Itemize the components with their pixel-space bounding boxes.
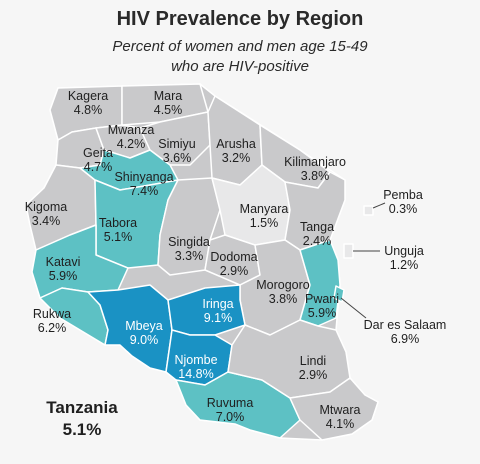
label-kigoma: Kigoma 3.4%: [24, 200, 68, 228]
label-manyara: Manyara 1.5%: [239, 202, 289, 230]
label-mtwara: Mtwara 4.1%: [319, 403, 361, 431]
region-mtwara: [289, 377, 379, 441]
national-value: 5.1%: [62, 420, 102, 439]
label-tabora: Tabora 5.1%: [98, 216, 138, 244]
label-pemba: Pemba 0.3%: [383, 188, 423, 216]
label-lindi: Lindi 2.9%: [298, 354, 328, 382]
label-pwani: Pwani 5.9%: [304, 292, 340, 320]
label-mara: Mara 4.5%: [153, 89, 183, 117]
map-title: HIV Prevalence by Region: [116, 8, 364, 30]
label-iringa: Iringa 9.1%: [202, 297, 234, 325]
label-njombe: Njombe 14.8%: [174, 353, 218, 381]
label-geita: Geita 4.7%: [83, 146, 113, 174]
label-tanga: Tanga 2.4%: [299, 220, 335, 248]
region-pwani: [299, 239, 341, 327]
label-simiyu: Simiyu 3.6%: [158, 137, 196, 165]
label-kilimanjaro: Kilimanjaro 3.8%: [284, 155, 346, 183]
label-rukwa: Rukwa 6.2%: [32, 307, 72, 335]
label-morogoro: Morogoro 3.8%: [256, 278, 310, 306]
label-shinyanga: Shinyanga 7.4%: [114, 170, 174, 198]
dar-es-salaam-leader-line: [340, 297, 367, 319]
region-ruvuma: [175, 371, 301, 439]
label-arusha: Arusha 3.2%: [216, 137, 256, 165]
label-unguja: Unguja 1.2%: [384, 244, 424, 272]
pemba-island-marker: [363, 205, 374, 216]
label-dar-es-salaam: Dar es Salaam 6.9%: [363, 318, 447, 346]
pemba-leader-line: [372, 202, 386, 209]
label-mbeya: Mbeya 9.0%: [125, 319, 163, 347]
region-lindi: [227, 319, 351, 399]
map-subtitle-line-1: Percent of women and men age 15-49: [112, 38, 368, 55]
label-dodoma: Dodoma 2.9%: [210, 250, 258, 278]
label-mwanza: Mwanza 4.2%: [107, 123, 155, 151]
label-kagera: Kagera 4.8%: [67, 89, 109, 117]
region-tanga: [284, 171, 346, 251]
label-singida: Singida 3.3%: [168, 235, 210, 263]
region-mbeya: [87, 284, 173, 373]
national-name: Tanzania: [46, 398, 118, 417]
label-ruvuma: Ruvuma 7.0%: [206, 396, 254, 424]
map-subtitle-line-2: who are HIV-positive: [171, 58, 309, 75]
unguja-island-marker: [343, 243, 354, 259]
label-katavi: Katavi 5.9%: [45, 255, 81, 283]
